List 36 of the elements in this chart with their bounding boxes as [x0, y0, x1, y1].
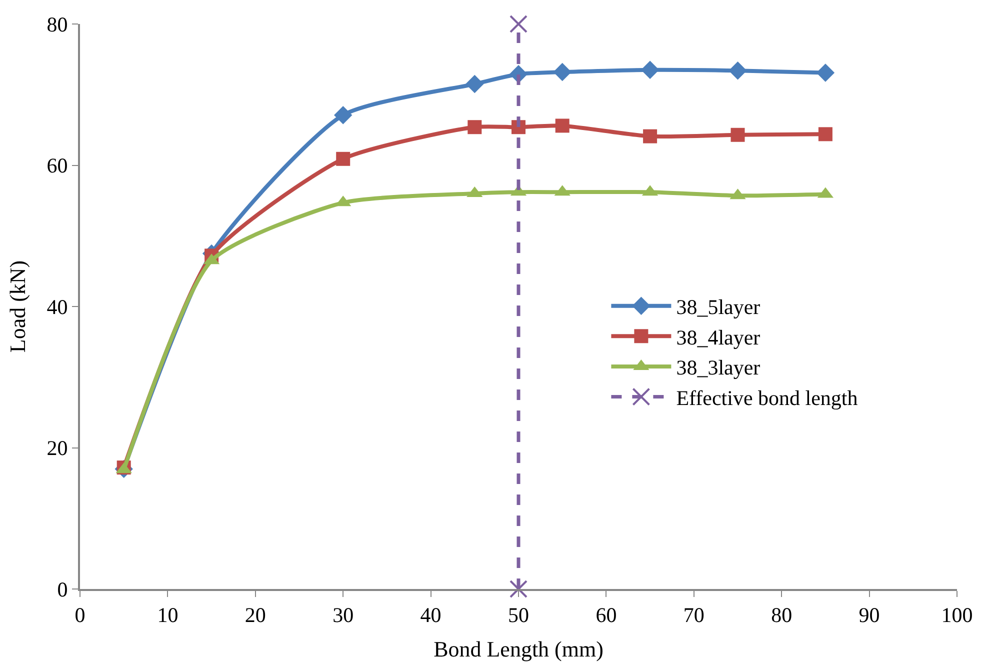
y-tick-label: 40 [46, 294, 68, 319]
legend-label: Effective bond length [676, 386, 858, 410]
legend-label: 38_4layer [676, 325, 760, 350]
x-tick-label: 100 [941, 603, 973, 628]
point [553, 62, 572, 82]
legend-label: 38_3layer [676, 356, 760, 380]
point [643, 129, 658, 144]
point [336, 152, 350, 166]
x-tick-label: 80 [771, 603, 792, 628]
y-axis-title: Load (kN) [5, 260, 30, 353]
x-tick-label: 40 [420, 603, 442, 628]
point [334, 106, 352, 124]
y-tick-label: 20 [46, 436, 68, 460]
x-tick-label: 70 [683, 603, 704, 628]
y-tick-label: 80 [46, 12, 68, 36]
x-axis-title: Bond Length (mm) [434, 636, 604, 662]
point [640, 60, 660, 80]
x-tick-label: 30 [332, 603, 354, 628]
point [468, 120, 482, 134]
point [466, 74, 484, 94]
point [818, 127, 832, 142]
x-tick-label: 0 [74, 603, 86, 628]
x-tick-label: 20 [244, 603, 266, 628]
point [510, 15, 528, 33]
legend-label: 38_5layer [676, 295, 760, 320]
y-tick-label: 0 [57, 577, 68, 602]
y-tick-label: 60 [46, 154, 68, 178]
point [730, 128, 745, 142]
point [510, 580, 528, 598]
x-tick-label: 60 [596, 603, 617, 628]
x-tick-label: 50 [508, 603, 529, 628]
x-tick-label: 90 [858, 603, 880, 628]
point [728, 62, 747, 80]
point [555, 118, 570, 133]
x-tick-label: 10 [157, 603, 178, 628]
point [816, 64, 835, 82]
